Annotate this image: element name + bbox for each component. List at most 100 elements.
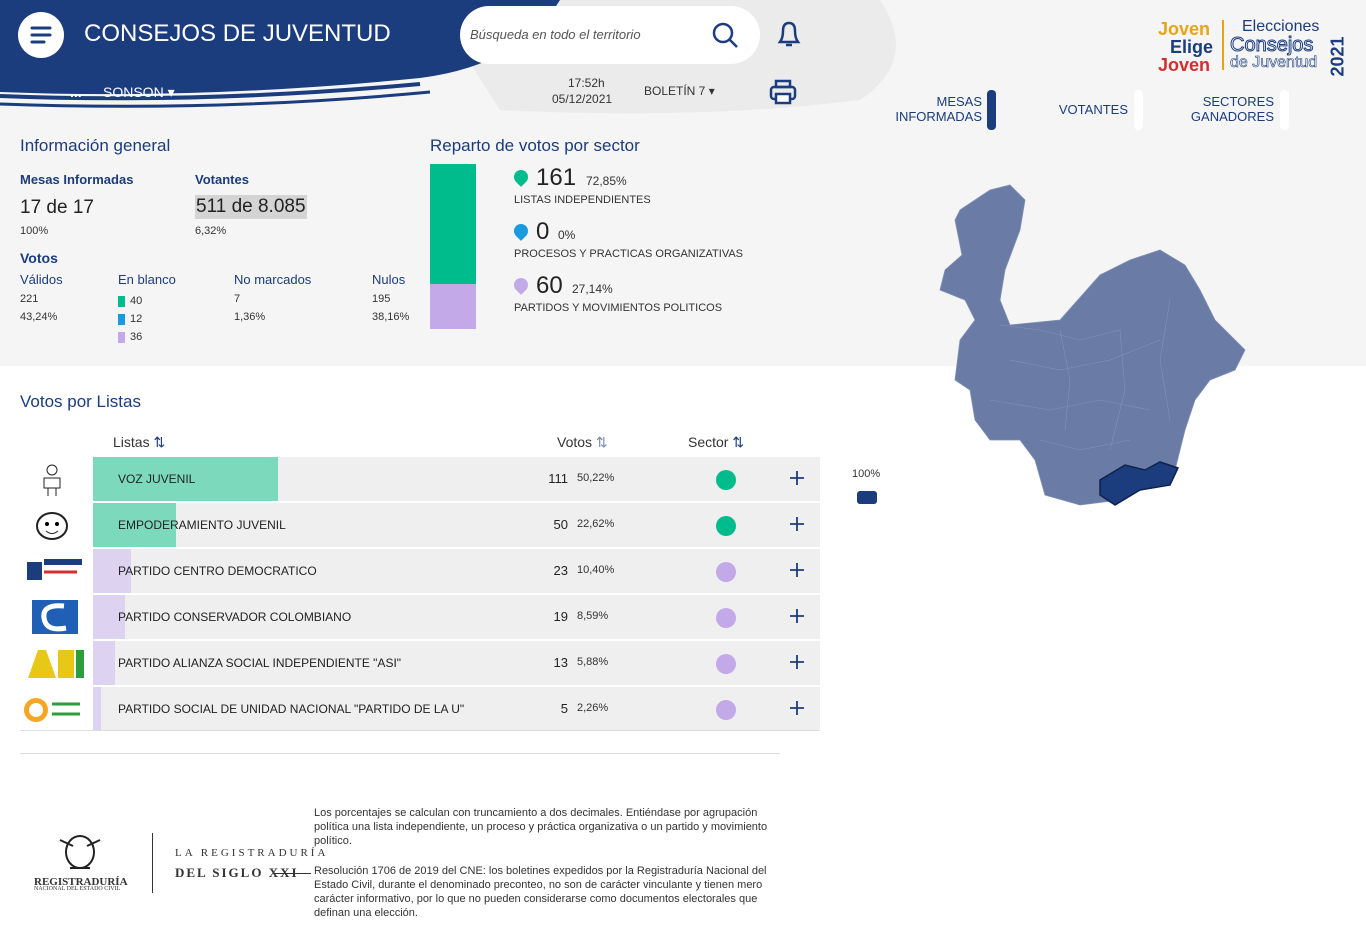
location-select[interactable]: SONSON ▾ (103, 84, 175, 100)
note: Resolución 1706 de 2019 del CNE: los bol… (314, 865, 767, 919)
pct: 6,32% (195, 225, 227, 237)
location: SONSON (103, 84, 164, 100)
list-votes: 13 (553, 655, 568, 670)
vote-bar (93, 641, 115, 685)
label: Válidos (20, 272, 63, 287)
blanco-row: 12 (118, 310, 142, 328)
logo-line: Elige (1170, 37, 1214, 57)
pct: 100% (20, 225, 49, 237)
value: 17 de 17 (20, 197, 94, 218)
list-pct: 5,88% (577, 656, 609, 668)
column-label: Sector (688, 434, 729, 450)
list-logo (22, 552, 88, 590)
sector-dot (716, 470, 736, 490)
logo-line: Elecciones (1242, 18, 1320, 35)
value: 7 (234, 293, 241, 305)
brand-rule (273, 873, 311, 874)
section-title: Información general (20, 136, 171, 155)
value: 511 de 8.085 (195, 195, 307, 219)
expand-button[interactable] (789, 654, 805, 670)
row-bg (93, 549, 820, 593)
column-header[interactable]: Votos ⇅ (557, 434, 608, 450)
divider (20, 730, 820, 731)
expand-button[interactable] (789, 562, 805, 578)
list-row: PARTIDO SOCIAL DE UNIDAD NACIONAL "PARTI… (0, 687, 830, 731)
sector-name: LISTAS INDEPENDIENTES (514, 194, 651, 206)
blanco-row: 36 (118, 328, 142, 346)
list-votes: 111 (548, 471, 568, 486)
brand-line: LA REGISTRADURÍA (175, 847, 329, 859)
list-row: VOZ JUVENIL 111 50,22% (0, 457, 830, 501)
section-title: Votos por Listas (20, 392, 141, 411)
vote-bar (93, 549, 132, 593)
sector-votes: 161 (536, 164, 577, 191)
section-title: Reparto de votos por sector (430, 136, 640, 155)
list-name: PARTIDO CENTRO DEMOCRATICO (118, 564, 317, 578)
tab[interactable]: VOTANTES (1058, 102, 1128, 117)
list-row: PARTIDO ALIANZA SOCIAL INDEPENDIENTE "AS… (0, 641, 830, 685)
list-logo (22, 598, 88, 636)
tab[interactable]: MESAS INFORMADAS (895, 94, 982, 124)
list-votes: 50 (553, 517, 568, 532)
row-bg (93, 641, 820, 685)
column-label: Listas (113, 434, 150, 450)
vote-bar (93, 503, 177, 547)
sector-pct: 72,85% (586, 174, 627, 188)
column-header[interactable]: Listas ⇅ (113, 434, 166, 450)
tab[interactable]: SECTORES GANADORES (1190, 94, 1274, 124)
reg-name: REGISTRADURÍA (34, 876, 128, 888)
label: Votantes (195, 172, 249, 187)
list-row: PARTIDO CENTRO DEMOCRATICO 23 10,40% (0, 549, 830, 593)
bell-icon[interactable] (774, 18, 804, 50)
note: Los porcentajes se calculan con truncami… (314, 807, 768, 847)
menu-button[interactable] (18, 12, 64, 58)
list-logo (22, 644, 88, 682)
list-pct: 50,22% (577, 472, 615, 484)
date: 05/12/2021 (552, 92, 613, 106)
expand-button[interactable] (789, 470, 805, 486)
time: 17:52h (568, 76, 605, 90)
search-placeholder: Búsqueda en todo el territorio (470, 27, 641, 42)
logo-line: Joven (1158, 19, 1211, 39)
sector-dot (716, 654, 736, 674)
column-header[interactable]: Sector ⇅ (688, 434, 745, 450)
row-bg (93, 503, 820, 547)
map (939, 184, 1246, 506)
expand-button[interactable] (789, 700, 805, 716)
bulletin-select[interactable]: BOLETÍN 7 ▾ (644, 84, 715, 98)
tab-indicator (1280, 90, 1289, 130)
sector-dot (716, 562, 736, 582)
expand-button[interactable] (789, 608, 805, 624)
logo-line: de Juventud (1230, 54, 1318, 72)
swatch (118, 331, 125, 343)
print-icon[interactable] (768, 78, 798, 106)
logo-year: 2021 (1327, 36, 1348, 77)
sector-pct: 27,14% (572, 282, 613, 296)
map-legend-swatch (857, 491, 877, 504)
map-legend-label: 100% (852, 468, 881, 480)
list-name: PARTIDO SOCIAL DE UNIDAD NACIONAL "PARTI… (118, 702, 465, 716)
sector-segment (430, 284, 476, 329)
tab-indicator (987, 90, 996, 130)
label: Nulos (372, 272, 406, 287)
sector-votes: 0 (536, 218, 550, 245)
logo-line: Joven (1158, 55, 1211, 75)
sector-name: PROCESOS Y PRACTICAS ORGANIZATIVAS (514, 248, 744, 260)
expand-button[interactable] (789, 516, 805, 532)
sector-bar (430, 164, 476, 329)
row-bg (93, 595, 820, 639)
list-pct: 10,40% (577, 564, 615, 576)
search-box[interactable]: Búsqueda en todo el territorio (460, 6, 760, 64)
sector-dot (716, 516, 736, 536)
value: 195 (372, 293, 391, 305)
list-row: PARTIDO CONSERVADOR COLOMBIANO 19 8,59% (0, 595, 830, 639)
vote-bar (93, 687, 102, 731)
list-name: EMPODERAMIENTO JUVENIL (118, 518, 286, 532)
coat-of-arms (59, 835, 101, 869)
pct: 43,24% (20, 311, 58, 323)
row-bg (93, 687, 820, 731)
sector-segment (430, 164, 476, 285)
pct: 38,16% (372, 311, 410, 323)
sector-votes: 60 (536, 272, 563, 299)
